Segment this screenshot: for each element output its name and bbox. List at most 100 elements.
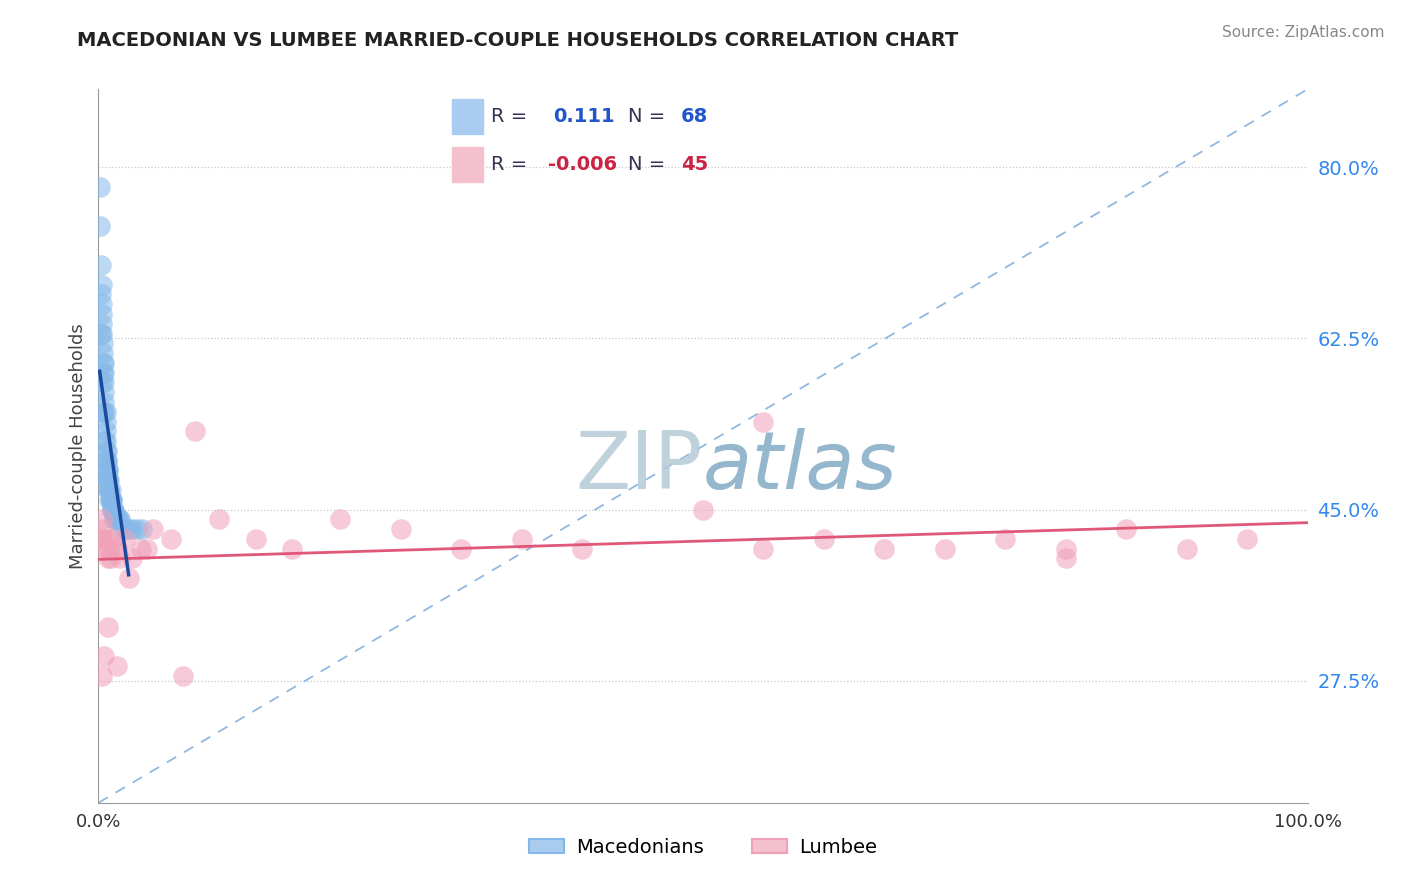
Point bbox=[1115, 522, 1137, 536]
Point bbox=[100, 502, 122, 516]
Point bbox=[94, 443, 117, 458]
Point bbox=[94, 425, 117, 439]
Point bbox=[90, 258, 112, 272]
Point bbox=[93, 356, 115, 370]
Text: N =: N = bbox=[628, 154, 665, 174]
Point bbox=[100, 492, 122, 507]
Point bbox=[510, 532, 533, 546]
Point bbox=[389, 522, 412, 536]
Point bbox=[96, 463, 118, 477]
Point bbox=[97, 463, 120, 477]
Point bbox=[97, 473, 120, 487]
Point bbox=[129, 541, 152, 556]
Point bbox=[100, 492, 122, 507]
Point bbox=[101, 502, 124, 516]
Point bbox=[114, 522, 136, 536]
Point bbox=[91, 317, 114, 331]
Point bbox=[160, 532, 183, 546]
Point bbox=[1054, 551, 1077, 566]
Point bbox=[934, 541, 956, 556]
Point bbox=[98, 541, 121, 556]
Point bbox=[100, 551, 122, 566]
Point bbox=[94, 415, 117, 429]
Point bbox=[281, 541, 304, 556]
Point bbox=[101, 502, 124, 516]
Point bbox=[100, 483, 122, 497]
Point bbox=[692, 502, 714, 516]
Y-axis label: Married-couple Households: Married-couple Households bbox=[69, 323, 87, 569]
Point bbox=[329, 512, 352, 526]
Point bbox=[108, 512, 131, 526]
Point bbox=[90, 287, 112, 301]
Text: MACEDONIAN VS LUMBEE MARRIED-COUPLE HOUSEHOLDS CORRELATION CHART: MACEDONIAN VS LUMBEE MARRIED-COUPLE HOUS… bbox=[77, 31, 959, 50]
Point bbox=[97, 463, 120, 477]
Point bbox=[93, 376, 115, 390]
Point bbox=[208, 512, 231, 526]
Point bbox=[100, 492, 122, 507]
Point bbox=[172, 669, 194, 683]
Point bbox=[752, 415, 775, 429]
Point bbox=[94, 434, 117, 449]
Legend: Macedonians, Lumbee: Macedonians, Lumbee bbox=[522, 830, 884, 864]
Point bbox=[121, 522, 143, 536]
Point bbox=[91, 326, 114, 341]
Point bbox=[752, 541, 775, 556]
Point bbox=[1236, 532, 1258, 546]
Point bbox=[98, 492, 121, 507]
Point bbox=[91, 669, 114, 683]
Text: Source: ZipAtlas.com: Source: ZipAtlas.com bbox=[1222, 25, 1385, 40]
Point bbox=[91, 277, 114, 292]
Point bbox=[100, 492, 122, 507]
Point bbox=[101, 532, 124, 546]
Point bbox=[91, 522, 114, 536]
Point bbox=[994, 532, 1017, 546]
Point bbox=[97, 551, 120, 566]
Text: 0.111: 0.111 bbox=[553, 107, 614, 127]
Point bbox=[96, 473, 118, 487]
Point bbox=[131, 522, 153, 536]
Point bbox=[89, 180, 111, 194]
Point bbox=[97, 620, 120, 634]
Point bbox=[105, 512, 128, 526]
Point bbox=[813, 532, 835, 546]
Point bbox=[103, 512, 125, 526]
Point bbox=[91, 366, 114, 380]
Point bbox=[91, 346, 114, 360]
Text: 68: 68 bbox=[681, 107, 709, 127]
Point bbox=[93, 532, 115, 546]
Point bbox=[100, 492, 122, 507]
Point bbox=[90, 326, 112, 341]
Point bbox=[89, 219, 111, 233]
Point bbox=[245, 532, 267, 546]
Point bbox=[100, 502, 122, 516]
Point bbox=[93, 385, 115, 400]
Text: N =: N = bbox=[628, 107, 665, 127]
Point bbox=[103, 502, 125, 516]
Point bbox=[91, 307, 114, 321]
Point bbox=[93, 405, 115, 419]
Point bbox=[98, 483, 121, 497]
Point bbox=[98, 473, 121, 487]
Point bbox=[96, 453, 118, 467]
Point bbox=[98, 483, 121, 497]
Point bbox=[91, 376, 114, 390]
Point bbox=[94, 541, 117, 556]
Point bbox=[118, 522, 141, 536]
Point bbox=[97, 473, 120, 487]
FancyBboxPatch shape bbox=[453, 146, 484, 181]
Point bbox=[93, 434, 115, 449]
Point bbox=[114, 532, 136, 546]
Point bbox=[118, 571, 141, 585]
Point bbox=[184, 425, 207, 439]
Point bbox=[93, 395, 115, 409]
Point bbox=[94, 405, 117, 419]
Point bbox=[91, 336, 114, 351]
Text: atlas: atlas bbox=[703, 428, 898, 507]
Point bbox=[105, 541, 128, 556]
Point bbox=[121, 551, 143, 566]
Text: 45: 45 bbox=[681, 154, 709, 174]
Point bbox=[91, 405, 114, 419]
Point bbox=[105, 659, 128, 673]
Text: ZIP: ZIP bbox=[575, 428, 703, 507]
Point bbox=[101, 502, 124, 516]
